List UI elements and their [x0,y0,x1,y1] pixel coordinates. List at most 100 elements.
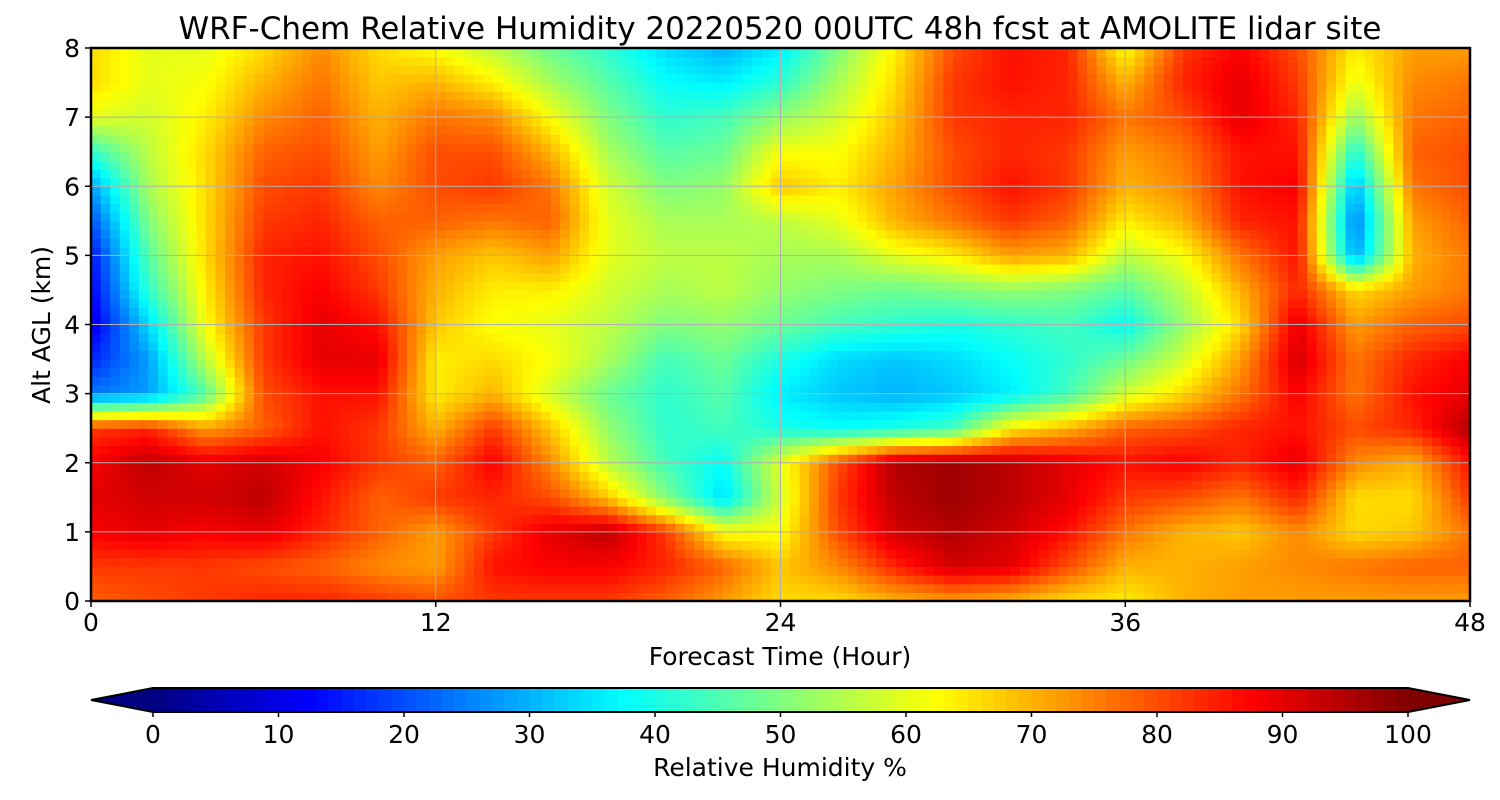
heatmap-cell [167,480,178,490]
heatmap-cell [330,505,341,516]
heatmap-cell [1058,393,1069,403]
heatmap-cell [1125,488,1136,498]
heatmap-cell [454,471,466,481]
heatmap-cell [1106,566,1117,576]
heatmap-cell [1249,393,1260,403]
heatmap-cell [483,454,494,464]
heatmap-cell [579,557,590,568]
heatmap-cell [502,367,513,377]
heatmap-cell [282,514,293,524]
heatmap-cell [569,324,580,334]
heatmap-cell [253,359,264,369]
heatmap-cell [110,462,121,472]
heatmap-cell [474,566,485,576]
heatmap-cell [1335,393,1347,403]
heatmap-cell [512,307,523,317]
heatmap-cell [1048,341,1059,352]
heatmap-cell [407,480,418,490]
heatmap-cell [1182,462,1193,472]
heatmap-cell [818,350,829,360]
heatmap-cell [1010,540,1021,550]
heatmap-cell [1192,454,1203,464]
heatmap-cell [732,575,743,585]
heatmap-cell [253,307,264,317]
heatmap-cell [1106,575,1117,585]
heatmap-cell [952,393,964,403]
heatmap-cell [177,402,188,412]
heatmap-cell [617,367,628,377]
heatmap-cell [1240,514,1251,524]
heatmap-cell [282,315,293,326]
heatmap-cell [445,410,456,421]
heatmap-cell [799,341,810,352]
heatmap-cell [1048,419,1059,429]
heatmap-cell [407,376,418,386]
heatmap-cell [454,575,466,585]
heatmap-cell [148,367,159,377]
heatmap-cell [837,307,849,317]
heatmap-cell [196,384,207,395]
heatmap-cell [847,419,858,429]
heatmap-cell [914,393,925,403]
heatmap-cell [895,359,906,369]
heatmap-cell [1412,307,1423,317]
heatmap-cell [1096,333,1107,343]
heatmap-cell [847,540,858,550]
heatmap-cell [713,471,724,481]
heatmap-cell [100,454,111,464]
heatmap-cell [474,454,485,464]
heatmap-cell [675,505,686,516]
heatmap-cell [751,341,762,352]
heatmap-cell [1259,462,1270,472]
heatmap-cell [1326,359,1337,369]
heatmap-cell [292,557,303,568]
heatmap-cell [1067,523,1078,533]
heatmap-cell [1163,419,1174,429]
heatmap-cell [1125,540,1136,550]
heatmap-cell [914,324,925,334]
heatmap-cell [895,367,906,377]
heatmap-cell [799,583,810,593]
heatmap-cell [1326,488,1337,498]
heatmap-cell [1211,592,1222,601]
heatmap-cell [895,488,906,498]
heatmap-cell [311,333,322,343]
heatmap-cell [866,566,877,576]
heatmap-cell [1412,462,1423,472]
heatmap-cell [694,402,705,412]
heatmap-cell [770,428,782,438]
heatmap-cell [1134,471,1146,481]
heatmap-cell [895,549,906,559]
heatmap-cell [579,315,590,326]
heatmap-cell [895,315,906,326]
heatmap-cell [1048,462,1059,472]
heatmap-cell [138,549,150,559]
heatmap-cell [311,454,322,464]
heatmap-cell [761,497,772,507]
heatmap-cell [263,575,274,585]
heatmap-cell [656,462,667,472]
heatmap-cell [981,428,992,438]
heatmap-cell [1029,540,1040,550]
heatmap-cell [675,298,686,308]
heatmap-cell [397,350,408,360]
heatmap-cell [1039,523,1050,533]
heatmap-cell [665,557,676,568]
heatmap-cell [646,575,657,585]
heatmap-cell [521,324,533,334]
heatmap-cell [790,393,801,403]
heatmap-cell [1345,367,1356,377]
heatmap-cell [684,376,695,386]
heatmap-cell [761,367,772,377]
heatmap-cell [904,523,916,533]
heatmap-cell [292,514,303,524]
heatmap-cell [790,557,801,568]
heatmap-cell [320,428,332,438]
heatmap-cell [378,333,389,343]
heatmap-cell [1364,315,1375,326]
heatmap-cell [1278,359,1289,369]
heatmap-cell [1450,384,1462,395]
heatmap-cell [847,557,858,568]
heatmap-cell [1153,367,1165,377]
heatmap-cell [617,540,628,550]
